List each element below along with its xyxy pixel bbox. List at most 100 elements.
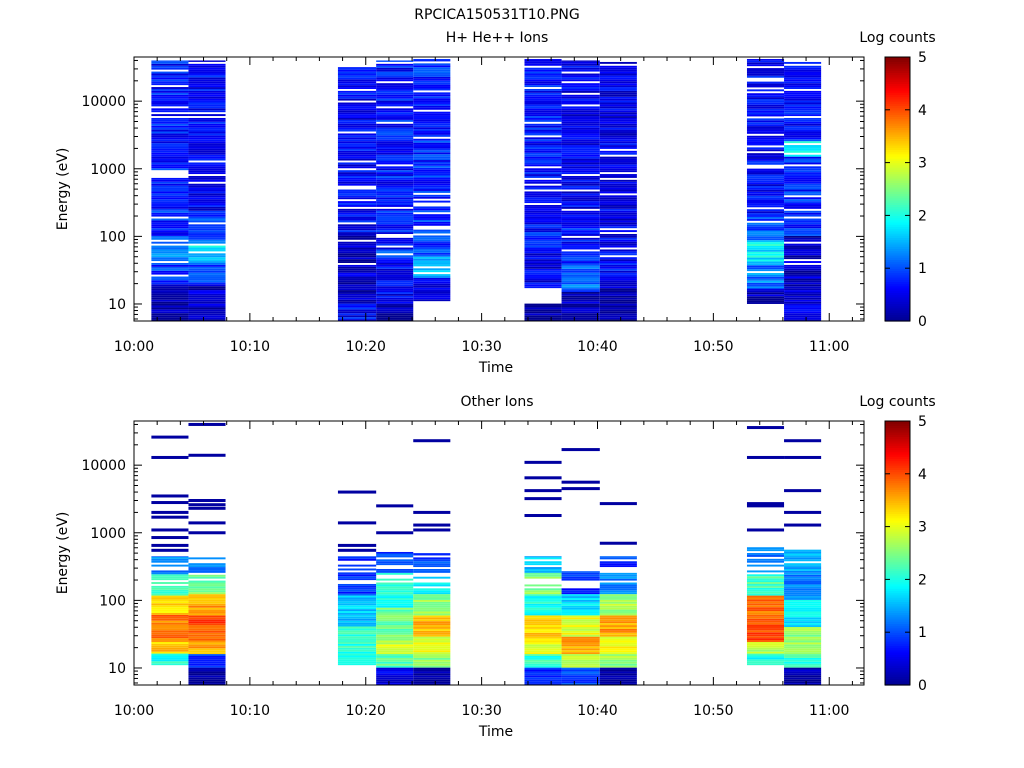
colorbar-segment <box>885 559 910 563</box>
heatmap-cell <box>413 553 451 556</box>
heatmap-cell <box>376 65 414 68</box>
heatmap-cell <box>561 656 600 658</box>
colorbar-segment <box>885 224 910 227</box>
heatmap-cell <box>376 79 414 82</box>
colorbar-segment <box>885 94 910 98</box>
heatmap-cell <box>561 203 600 205</box>
heatmap-cell <box>376 114 414 117</box>
heatmap-cell <box>413 297 451 300</box>
heatmap-cell <box>376 228 414 231</box>
heatmap-cell <box>151 307 189 310</box>
heatmap-cell <box>784 206 822 209</box>
heatmap-cell <box>337 653 377 656</box>
heatmap-cell <box>337 193 377 196</box>
heatmap-cell <box>746 141 785 144</box>
heatmap-cell <box>376 94 414 97</box>
heatmap-cell <box>151 94 189 97</box>
heatmap-cell <box>413 119 451 122</box>
heatmap-cell <box>746 564 785 567</box>
colorbar-segment <box>885 495 910 499</box>
heatmap-cell <box>376 601 414 604</box>
heatmap-cell <box>561 232 600 234</box>
heatmap-cell <box>784 92 822 95</box>
heatmap-cell <box>413 131 451 133</box>
heatmap-cell <box>337 651 377 654</box>
heatmap-cell <box>599 541 637 545</box>
heatmap-cell <box>376 77 414 80</box>
heatmap-cell <box>784 671 822 674</box>
heatmap-cell <box>413 121 451 124</box>
heatmap-cell <box>746 647 785 650</box>
heatmap-cell <box>376 123 414 126</box>
heatmap-cell <box>784 224 822 227</box>
heatmap-cell <box>376 588 414 591</box>
heatmap-cell <box>413 258 451 261</box>
heatmap-cell <box>746 628 785 631</box>
heatmap-cell <box>413 281 451 284</box>
heatmap-cell <box>784 261 822 263</box>
colorbar-segment <box>885 226 910 230</box>
colorbar-segment <box>885 259 910 263</box>
heatmap-cell <box>561 625 600 627</box>
heatmap-cell <box>337 276 377 279</box>
colorbar-segment <box>885 153 910 157</box>
heatmap-cell <box>151 276 189 279</box>
heatmap-cell <box>413 71 451 74</box>
heatmap-cell <box>188 596 226 598</box>
heatmap-cell <box>337 143 377 146</box>
heatmap-cell <box>746 112 785 115</box>
heatmap-cell <box>337 85 377 88</box>
heatmap-cell <box>746 597 785 600</box>
heatmap-cell <box>376 75 414 78</box>
heatmap-cell <box>151 245 189 248</box>
heatmap-cell <box>524 257 562 260</box>
heatmap-cell <box>413 78 451 81</box>
colorbar-tick-label: 4 <box>918 467 927 483</box>
heatmap-cell <box>337 116 377 118</box>
heatmap-cell <box>337 313 377 316</box>
heatmap-cell <box>151 618 189 621</box>
heatmap-cell <box>599 623 637 626</box>
heatmap-cell <box>337 599 377 602</box>
heatmap-cell <box>561 282 600 285</box>
heatmap-cell <box>337 589 377 592</box>
heatmap-cell <box>746 582 785 584</box>
heatmap-cell <box>746 201 785 204</box>
heatmap-cell <box>188 278 226 281</box>
heatmap-cell <box>746 609 785 612</box>
heatmap-cell <box>376 195 414 198</box>
heatmap-cell <box>337 611 377 613</box>
heatmap-cell <box>188 239 226 242</box>
heatmap-cell <box>151 189 189 192</box>
heatmap-cell <box>376 204 414 207</box>
heatmap-cell <box>337 655 377 658</box>
heatmap-cell <box>524 266 562 269</box>
colorbar-segment <box>885 511 910 514</box>
heatmap-cell <box>376 162 414 165</box>
heatmap-cell <box>599 648 637 651</box>
colorbar-segment <box>885 274 910 278</box>
heatmap-cell <box>784 280 822 283</box>
heatmap-cell <box>561 61 600 64</box>
heatmap-cell <box>746 620 785 623</box>
heatmap-cell <box>151 638 189 641</box>
heatmap-cell <box>151 612 189 615</box>
heatmap-cell <box>784 576 822 579</box>
heatmap-cell <box>188 588 226 591</box>
heatmap-cell <box>151 661 189 664</box>
heatmap-cell <box>784 212 822 215</box>
heatmap-cell <box>599 121 637 124</box>
heatmap-cell <box>151 60 189 62</box>
colorbar-label: Log counts <box>859 30 935 46</box>
heatmap-cell <box>524 597 562 600</box>
heatmap-cell <box>188 214 226 217</box>
heatmap-cell <box>151 595 189 598</box>
colorbar-segment <box>885 160 910 164</box>
heatmap-cell <box>151 208 189 211</box>
heatmap-cell <box>337 309 377 312</box>
heatmap-cell <box>746 570 785 573</box>
heatmap-cell <box>746 632 785 635</box>
heatmap-cell <box>524 83 562 86</box>
heatmap-cell <box>784 90 822 93</box>
heatmap-cell <box>188 673 226 676</box>
